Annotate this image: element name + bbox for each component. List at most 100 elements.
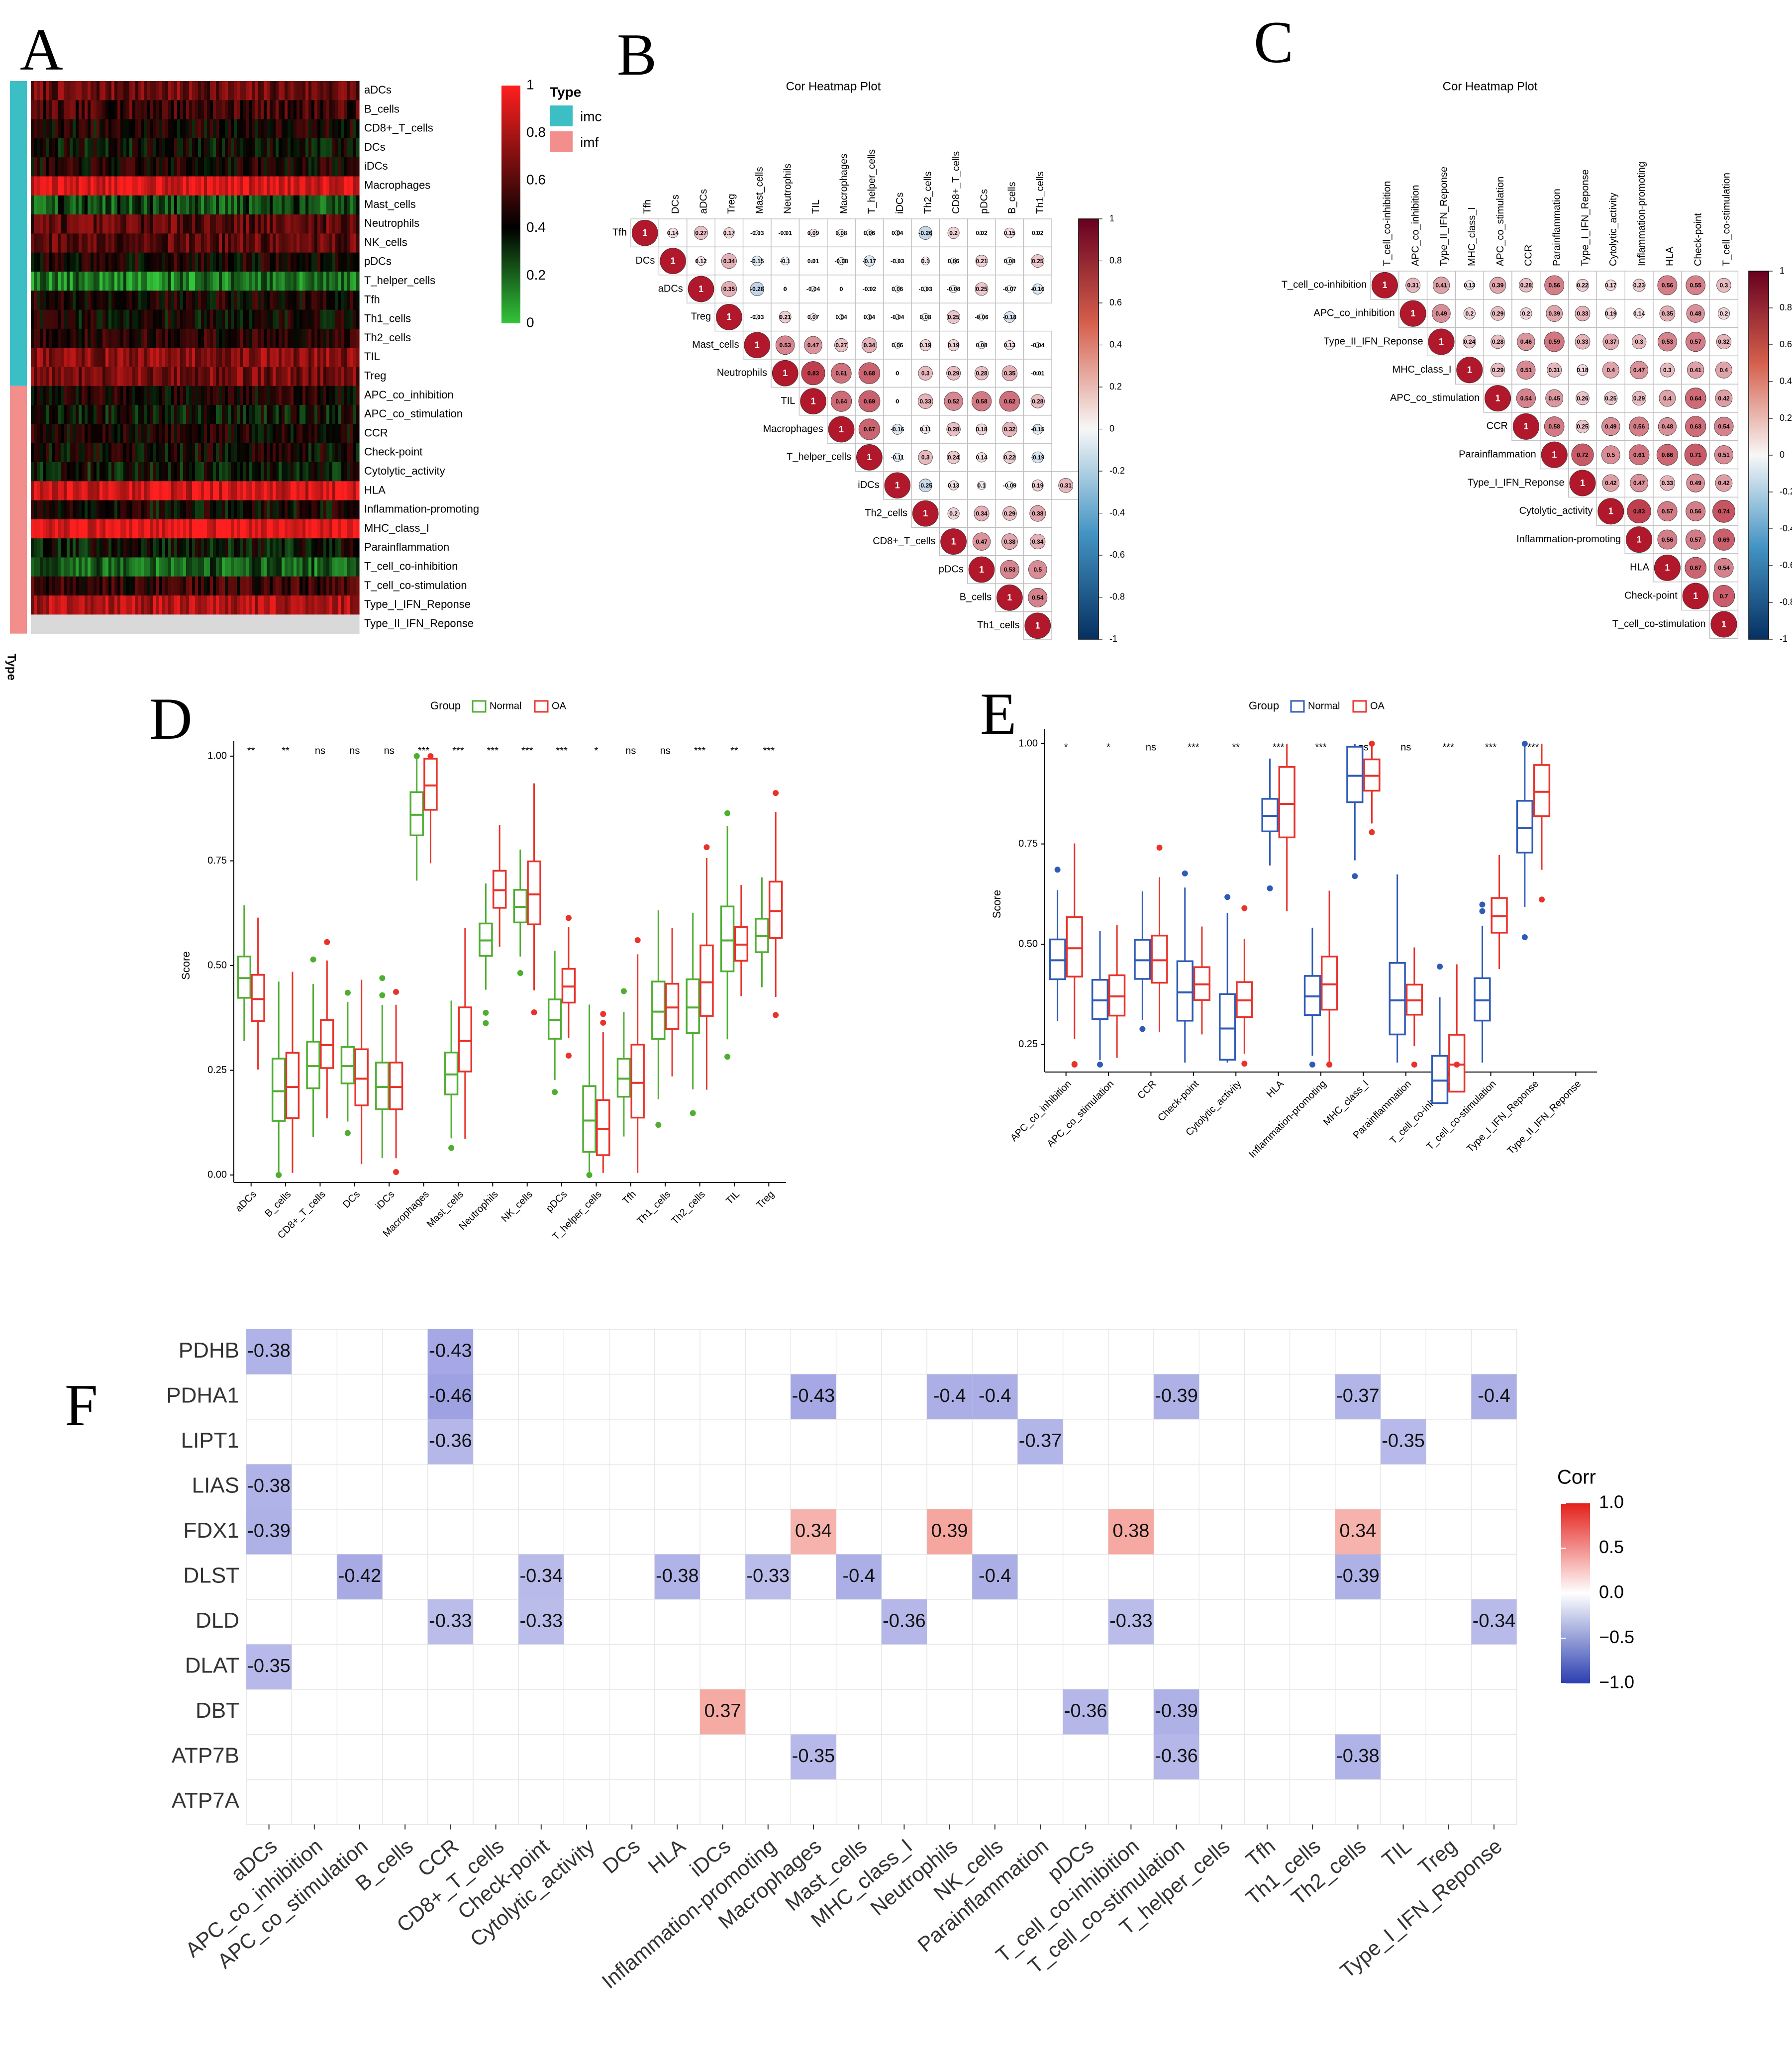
heatmap-cell <box>267 576 270 596</box>
heatmap-cell <box>353 519 357 539</box>
heatmap-cell <box>117 576 121 596</box>
outlier-point <box>1139 1026 1146 1032</box>
heatmap-cell <box>258 81 261 100</box>
heatmap-cell <box>219 576 222 596</box>
heatmap-cell <box>43 481 46 500</box>
heatmap-cell <box>216 291 219 310</box>
heatmap-cell <box>40 576 43 596</box>
heatmap-cell <box>320 557 324 577</box>
heatmap-cell <box>102 252 106 272</box>
heatmap-cell <box>249 291 252 310</box>
heatmap-cell <box>111 614 115 634</box>
heatmap-cell <box>314 195 318 215</box>
heatmap-cell <box>332 328 336 348</box>
heatmap-cell <box>195 252 199 272</box>
column-label: Cytolytic_activity <box>1608 193 1619 266</box>
heatmap-cell <box>255 462 258 482</box>
heatmap-cell <box>97 272 100 291</box>
heatmap-cell <box>279 176 282 196</box>
legend-tick-label: 0.6 <box>1780 339 1792 349</box>
heatmap-cell <box>135 424 139 444</box>
heatmap-cell <box>43 500 46 520</box>
heatmap-cell <box>100 462 103 482</box>
heatmap-cell <box>332 157 336 177</box>
heatmap-cell <box>297 614 300 634</box>
heatmap-cell <box>323 233 327 253</box>
heatmap-cell <box>258 443 261 463</box>
correlation-circle <box>893 453 902 462</box>
heatmap-cell <box>174 138 178 158</box>
heatmap-cell <box>329 328 333 348</box>
heatmap-cell <box>297 424 300 444</box>
heatmap-cell <box>144 386 148 405</box>
heatmap-cell <box>308 614 312 634</box>
heatmap-cell <box>67 405 70 424</box>
heatmap-cell <box>252 176 255 196</box>
heatmap-cell <box>141 443 145 463</box>
heatmap-cell <box>299 176 303 196</box>
correlation-cell <box>246 1329 292 1374</box>
heatmap-cell <box>94 214 97 234</box>
heatmap-cell <box>279 595 282 615</box>
correlation-value: 0.58 <box>976 398 988 405</box>
heatmap-cell <box>97 291 100 310</box>
correlation-cell <box>1154 1734 1199 1779</box>
heatmap-cell <box>323 348 327 367</box>
heatmap-cell <box>114 576 118 596</box>
heatmap-cell <box>291 157 294 177</box>
heatmap-cell <box>100 367 103 387</box>
correlation-circle <box>946 366 961 381</box>
heatmap-cell <box>299 443 303 463</box>
heatmap-cell <box>252 614 255 634</box>
heatmap-cell <box>216 348 219 367</box>
heatmap-cell <box>222 157 225 177</box>
heatmap-cell <box>126 576 130 596</box>
heatmap-cell <box>85 81 88 100</box>
heatmap-cell <box>291 138 294 158</box>
heatmap-cell <box>297 176 300 196</box>
heatmap-cell <box>311 157 315 177</box>
heatmap-cell <box>338 614 342 634</box>
heatmap-cell <box>150 138 154 158</box>
correlation-circle <box>1032 480 1044 491</box>
heatmap-cell <box>240 157 243 177</box>
correlation-value: -0.38 <box>247 1475 291 1496</box>
heatmap-cell <box>347 272 351 291</box>
heatmap-cell <box>40 81 43 100</box>
correlation-circle <box>1712 585 1735 607</box>
heatmap-cell <box>55 386 58 405</box>
correlation-value: -0.35 <box>247 1656 291 1676</box>
heatmap-cell <box>335 100 339 119</box>
heatmap-cell <box>85 138 88 158</box>
heatmap-cell <box>73 424 76 444</box>
heatmap-cell <box>97 424 100 444</box>
legend-tick-label: 0.4 <box>1109 339 1122 349</box>
correlation-value: 0.19 <box>1605 310 1617 317</box>
heatmap-cell <box>135 405 139 424</box>
heatmap-cell <box>120 309 124 329</box>
correlation-cell <box>1154 1374 1199 1419</box>
heatmap-cell <box>329 538 333 558</box>
outlier-point <box>773 1012 779 1018</box>
heatmap-cell <box>246 405 249 424</box>
heatmap-cell <box>246 100 249 119</box>
heatmap-cell <box>138 538 142 558</box>
heatmap-cell <box>100 176 103 196</box>
correlation-value: -0.33 <box>429 1610 472 1631</box>
legend-title: Corr <box>1557 1467 1596 1488</box>
heatmap-row-label: APC_co_stimulation <box>364 407 463 420</box>
heatmap-cell <box>162 557 166 577</box>
row-label: CCR <box>1487 421 1508 432</box>
heatmap-cell <box>79 195 82 215</box>
heatmap-cell <box>183 195 187 215</box>
heatmap-row <box>31 481 360 500</box>
heatmap-cell <box>267 500 270 520</box>
heatmap-cell <box>61 462 64 482</box>
heatmap-cell <box>126 386 130 405</box>
heatmap-cell <box>85 538 88 558</box>
heatmap-cell <box>58 328 61 348</box>
heatmap-cell <box>168 595 172 615</box>
heatmap-cell <box>147 309 151 329</box>
correlation-value: -0.38 <box>1336 1746 1380 1766</box>
heatmap-cell <box>180 348 184 367</box>
